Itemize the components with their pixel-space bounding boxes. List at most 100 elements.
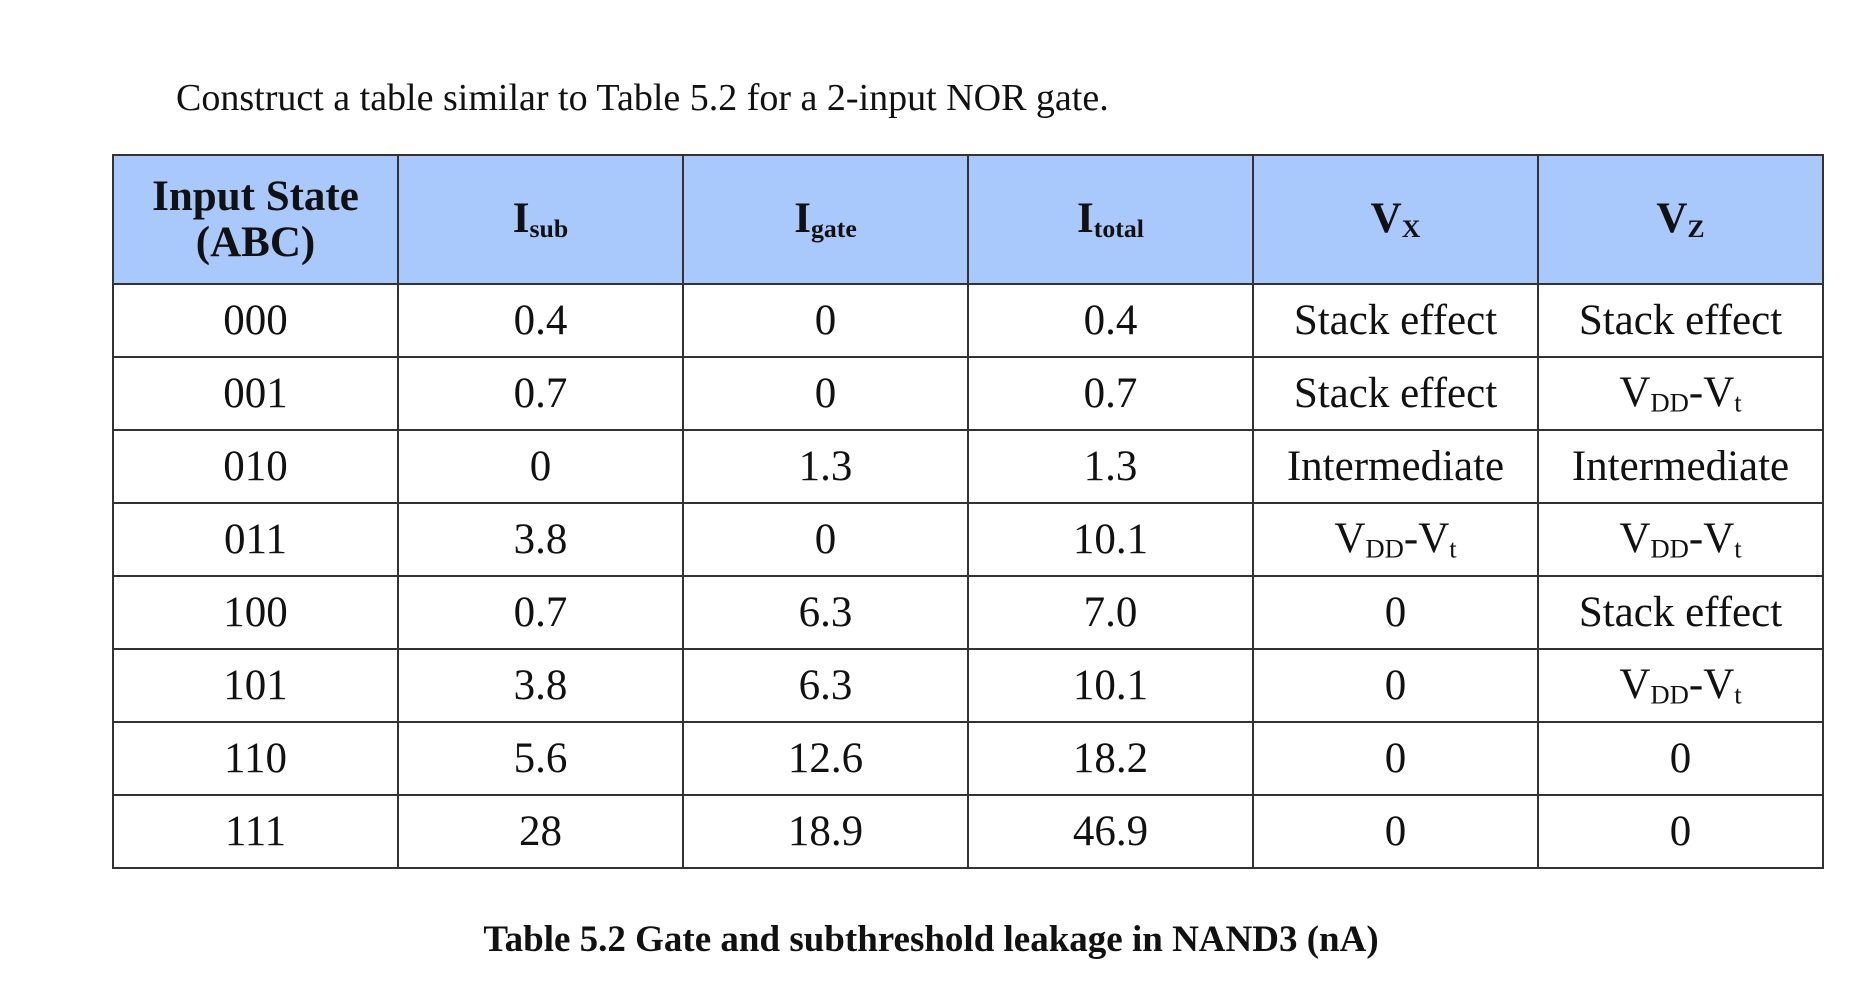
table-cell: 0	[1252, 648, 1539, 723]
cell-text: 0.7	[513, 589, 568, 636]
table-row: 000 0.4 0 0.4 Stack effect Stack effect	[112, 283, 1824, 358]
cell-text: 6.3	[798, 589, 853, 636]
cell-text: Stack effect	[1578, 589, 1783, 636]
cell-text: Intermediate	[1286, 443, 1505, 490]
table-cell: 111	[112, 794, 399, 869]
table-cell: VDD-Vt	[1252, 502, 1539, 577]
table-cell: 001	[112, 356, 399, 431]
table-cell: 10.1	[967, 648, 1254, 723]
table-row: 010 0 1.3 1.3 Intermediate Intermediate	[112, 429, 1824, 504]
cell-text: 110	[224, 735, 287, 782]
table-row: 111 28 18.9 46.9 0 0	[112, 794, 1824, 869]
subscript: sub	[529, 214, 569, 244]
cell-text: 10.1	[1072, 516, 1149, 563]
cell-text: I	[1077, 195, 1094, 243]
table-cell: VDD-Vt	[1537, 356, 1824, 431]
cell-text: 0.7	[1083, 370, 1138, 417]
cell-text: 000	[223, 297, 288, 344]
table-row: 100 0.7 6.3 7.0 0 Stack effect	[112, 575, 1824, 650]
table-cell: 110	[112, 721, 399, 796]
header-cell: Itotal	[967, 154, 1254, 285]
header-cell: VX	[1252, 154, 1539, 285]
table-cell: 0	[682, 283, 969, 358]
cell-text: 1.3	[798, 443, 853, 490]
subscript: t	[1734, 679, 1742, 710]
header-row: Input State (ABC) Isub Igate Itotal VX VZ	[112, 154, 1824, 285]
cell-text: V	[1334, 515, 1366, 563]
subscript: t	[1734, 533, 1742, 564]
cell-text: 010	[223, 443, 288, 490]
table-cell: Stack effect	[1252, 283, 1539, 358]
table-cell: 0.7	[397, 356, 684, 431]
cell-text: 0.7	[513, 370, 568, 417]
table-cell: Stack effect	[1537, 575, 1824, 650]
prompt: Construct a table similar to Table 5.2 f…	[176, 77, 1109, 119]
cell-text: 1.3	[1083, 443, 1138, 490]
cell-text: V	[1619, 369, 1651, 417]
cell-text: (ABC)	[195, 218, 316, 266]
cell-text: 3.8	[513, 662, 568, 709]
table-cell: 0.4	[967, 283, 1254, 358]
table-cell: VDD-Vt	[1537, 502, 1824, 577]
subscript: DD	[1365, 533, 1404, 564]
table-cell: 0	[682, 356, 969, 431]
table-cell: 6.3	[682, 575, 969, 650]
cell-text: 0	[529, 443, 552, 490]
cell-text: 6.3	[798, 662, 853, 709]
table-cell: 5.6	[397, 721, 684, 796]
table-cell: 010	[112, 429, 399, 504]
cell-text: 011	[224, 516, 287, 563]
cell-text: 5.6	[513, 735, 568, 782]
cell-text: 46.9	[1072, 808, 1149, 855]
cell-text: 0	[814, 370, 837, 417]
cell-text: 3.8	[513, 516, 568, 563]
cell-text: V	[1656, 195, 1688, 243]
cell-text: 101	[223, 662, 288, 709]
cell-text: 18.9	[787, 808, 864, 855]
table-cell: 101	[112, 648, 399, 723]
cell-text: 111	[224, 808, 287, 855]
cell-text: -V	[1688, 661, 1735, 709]
header-cell: Input State (ABC)	[112, 154, 399, 285]
table-cell: 0	[1252, 794, 1539, 869]
cell-text: Stack effect	[1293, 297, 1498, 344]
cell-text: 28	[519, 808, 562, 855]
subscript: t	[1734, 387, 1742, 418]
cell-text: I	[794, 195, 811, 243]
cell-text: Intermediate	[1571, 443, 1790, 490]
cell-text: 0	[1384, 589, 1407, 636]
table-cell: VDD-Vt	[1537, 648, 1824, 723]
table-cell: 18.9	[682, 794, 969, 869]
table-cell: 0.4	[397, 283, 684, 358]
table-cell: 46.9	[967, 794, 1254, 869]
table-cell: 3.8	[397, 502, 684, 577]
table-row: 001 0.7 0 0.7 Stack effect VDD-Vt	[112, 356, 1824, 431]
table-cell: 7.0	[967, 575, 1254, 650]
cell-text: 0.4	[1083, 297, 1138, 344]
caption: Table 5.2 Gate and subthreshold leakage …	[483, 919, 1379, 960]
cell-text: 0	[1669, 735, 1692, 782]
cell-text: 10.1	[1072, 662, 1149, 709]
header-cell: VZ	[1537, 154, 1824, 285]
header-cell: Isub	[397, 154, 684, 285]
table-cell: 0.7	[397, 575, 684, 650]
table-cell: 0	[397, 429, 684, 504]
table-cell: Stack effect	[1537, 283, 1824, 358]
table-cell: 18.2	[967, 721, 1254, 796]
table-cell: 28	[397, 794, 684, 869]
subscript: t	[1449, 533, 1457, 564]
cell-text: 7.0	[1083, 589, 1138, 636]
table-cell: 0	[1252, 721, 1539, 796]
cell-text: Stack effect	[1293, 370, 1498, 417]
cell-text: 001	[223, 370, 288, 417]
subscript: DD	[1650, 533, 1689, 564]
cell-text: 18.2	[1072, 735, 1149, 782]
cell-text: 0.4	[513, 297, 568, 344]
table-cell: Intermediate	[1252, 429, 1539, 504]
table-cell: 0	[682, 502, 969, 577]
cell-text: I	[512, 195, 530, 243]
cell-text: 12.6	[787, 735, 864, 782]
cell-text: -V	[1403, 515, 1450, 563]
cell-text: V	[1370, 195, 1402, 243]
